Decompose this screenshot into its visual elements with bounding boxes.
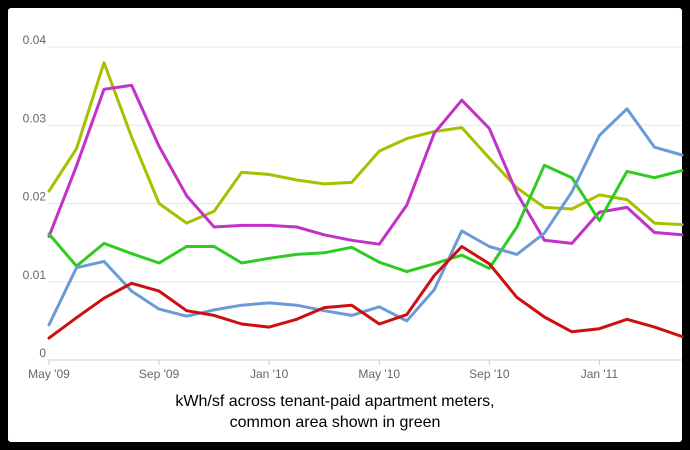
chart-frame [8, 8, 682, 442]
x-axis-ticks: May '09 Sep '09 Jan '10 May '10 Sep '10 Jan '… [28, 360, 618, 381]
y-tick-label: 0.03 [23, 111, 47, 125]
x-tick-label: May '09 [28, 367, 70, 381]
grid-lines [49, 46, 682, 361]
series-line-1 [47, 61, 684, 227]
chart-caption-line-2: common area shown in green [230, 414, 441, 431]
x-tick-label: Jan '10 [250, 367, 289, 381]
x-tick-label: May '10 [358, 367, 400, 381]
series-line-3 [47, 163, 684, 274]
x-tick-label: Sep '10 [469, 367, 510, 381]
chart-caption-line-1: kWh/sf across tenant-paid apartment mete… [175, 393, 494, 410]
series-line-4 [47, 107, 684, 327]
x-tick-label: Jan '11 [581, 367, 619, 381]
y-tick-label: 0.01 [23, 268, 47, 282]
series-line-5 [47, 245, 684, 340]
y-tick-label: 0 [39, 346, 46, 360]
y-tick-label: 0.04 [23, 33, 47, 47]
series-line-2 [47, 83, 684, 246]
y-axis-tick-labels: 0 0.01 0.02 0.03 0.04 [23, 33, 47, 360]
series-lines [47, 61, 684, 340]
x-tick-label: Sep '09 [139, 367, 180, 381]
y-tick-label: 0.02 [23, 190, 47, 204]
